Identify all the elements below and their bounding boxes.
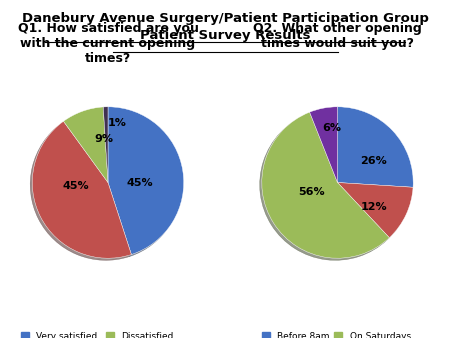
Text: 1%: 1% (108, 118, 126, 128)
Wedge shape (108, 107, 184, 255)
Text: 45%: 45% (126, 177, 153, 188)
Wedge shape (103, 107, 108, 183)
Text: Danebury Avenue Surgery/Patient Participation Group
Patient Survey Results: Danebury Avenue Surgery/Patient Particip… (22, 12, 428, 42)
Text: 12%: 12% (360, 202, 387, 212)
Wedge shape (310, 107, 338, 183)
Wedge shape (262, 112, 389, 258)
Wedge shape (63, 107, 108, 183)
Text: 45%: 45% (63, 181, 90, 191)
Wedge shape (338, 183, 413, 238)
Text: Q2. What other opening
times would suit you?: Q2. What other opening times would suit … (253, 22, 422, 50)
Legend: Very satisfied, Fairly satisfied, Dissatisfied, Very dissatisfied: Very satisfied, Fairly satisfied, Dissat… (21, 332, 195, 338)
Legend: Before 8am, Lunchtimes, On Saturdays, None of these: Before 8am, Lunchtimes, On Saturdays, No… (262, 332, 413, 338)
Wedge shape (338, 107, 413, 187)
Text: Q1. How satisfied are you
with the current opening
times?: Q1. How satisfied are you with the curre… (18, 22, 198, 65)
Text: 56%: 56% (298, 187, 324, 197)
Text: 6%: 6% (322, 123, 341, 133)
Text: 9%: 9% (94, 134, 114, 144)
Wedge shape (32, 121, 131, 258)
Text: 26%: 26% (360, 156, 387, 166)
